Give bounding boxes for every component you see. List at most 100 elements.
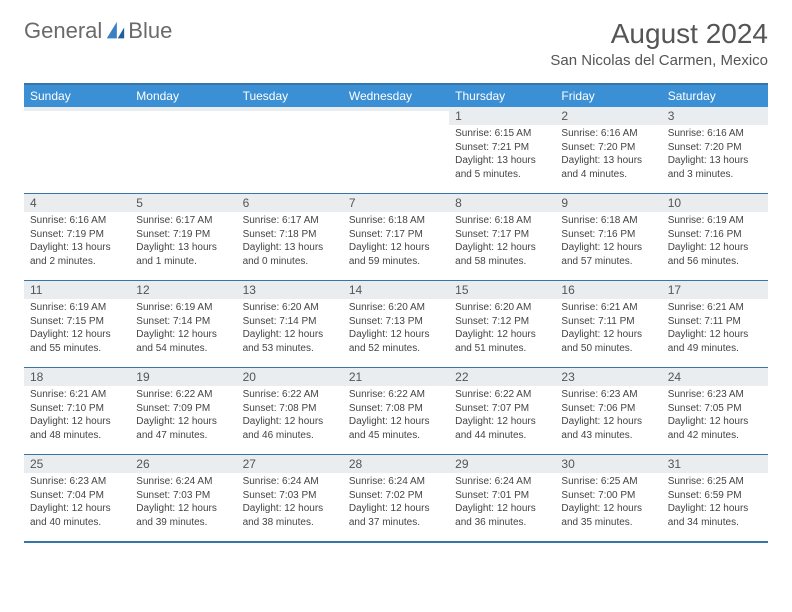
day-cell: 26Sunrise: 6:24 AMSunset: 7:03 PMDayligh… [130, 455, 236, 541]
daylight-text: Daylight: 12 hours and 54 minutes. [136, 328, 230, 355]
day-data: Sunrise: 6:20 AMSunset: 7:14 PMDaylight:… [237, 299, 343, 359]
sunrise-text: Sunrise: 6:18 AM [561, 214, 655, 228]
sunrise-text: Sunrise: 6:20 AM [455, 301, 549, 315]
daylight-text: Daylight: 12 hours and 39 minutes. [136, 502, 230, 529]
sunset-text: Sunset: 7:11 PM [561, 315, 655, 329]
sunset-text: Sunset: 7:08 PM [243, 402, 337, 416]
sunset-text: Sunset: 7:20 PM [561, 141, 655, 155]
day-data [130, 111, 236, 117]
brand-word2: Blue [128, 18, 172, 44]
day-data: Sunrise: 6:22 AMSunset: 7:09 PMDaylight:… [130, 386, 236, 446]
week-row: 11Sunrise: 6:19 AMSunset: 7:15 PMDayligh… [24, 280, 768, 367]
daylight-text: Daylight: 12 hours and 34 minutes. [668, 502, 762, 529]
day-number: 7 [343, 194, 449, 212]
day-data: Sunrise: 6:15 AMSunset: 7:21 PMDaylight:… [449, 125, 555, 185]
day-data: Sunrise: 6:21 AMSunset: 7:11 PMDaylight:… [662, 299, 768, 359]
sunrise-text: Sunrise: 6:20 AM [349, 301, 443, 315]
sunrise-text: Sunrise: 6:19 AM [136, 301, 230, 315]
sunrise-text: Sunrise: 6:24 AM [243, 475, 337, 489]
sunrise-text: Sunrise: 6:16 AM [668, 127, 762, 141]
daylight-text: Daylight: 12 hours and 49 minutes. [668, 328, 762, 355]
daylight-text: Daylight: 12 hours and 35 minutes. [561, 502, 655, 529]
day-cell [237, 107, 343, 193]
sunrise-text: Sunrise: 6:18 AM [349, 214, 443, 228]
week-row: 1Sunrise: 6:15 AMSunset: 7:21 PMDaylight… [24, 107, 768, 193]
day-cell: 11Sunrise: 6:19 AMSunset: 7:15 PMDayligh… [24, 281, 130, 367]
day-data: Sunrise: 6:21 AMSunset: 7:10 PMDaylight:… [24, 386, 130, 446]
sunrise-text: Sunrise: 6:20 AM [243, 301, 337, 315]
sunset-text: Sunset: 7:07 PM [455, 402, 549, 416]
day-cell: 20Sunrise: 6:22 AMSunset: 7:08 PMDayligh… [237, 368, 343, 454]
sunrise-text: Sunrise: 6:25 AM [561, 475, 655, 489]
day-cell: 15Sunrise: 6:20 AMSunset: 7:12 PMDayligh… [449, 281, 555, 367]
day-data: Sunrise: 6:22 AMSunset: 7:08 PMDaylight:… [343, 386, 449, 446]
day-cell: 19Sunrise: 6:22 AMSunset: 7:09 PMDayligh… [130, 368, 236, 454]
sunset-text: Sunset: 7:19 PM [30, 228, 124, 242]
brand-logo: General Blue [24, 18, 172, 44]
day-data: Sunrise: 6:17 AMSunset: 7:18 PMDaylight:… [237, 212, 343, 272]
sunrise-text: Sunrise: 6:23 AM [30, 475, 124, 489]
day-cell [130, 107, 236, 193]
daylight-text: Daylight: 12 hours and 44 minutes. [455, 415, 549, 442]
day-data: Sunrise: 6:22 AMSunset: 7:07 PMDaylight:… [449, 386, 555, 446]
sunrise-text: Sunrise: 6:16 AM [30, 214, 124, 228]
sunrise-text: Sunrise: 6:21 AM [668, 301, 762, 315]
day-cell: 13Sunrise: 6:20 AMSunset: 7:14 PMDayligh… [237, 281, 343, 367]
title-block: August 2024 San Nicolas del Carmen, Mexi… [550, 18, 768, 69]
sunrise-text: Sunrise: 6:19 AM [668, 214, 762, 228]
sunset-text: Sunset: 7:18 PM [243, 228, 337, 242]
weekday-header: Sunday Monday Tuesday Wednesday Thursday… [24, 85, 768, 107]
day-data: Sunrise: 6:16 AMSunset: 7:19 PMDaylight:… [24, 212, 130, 272]
sunset-text: Sunset: 7:01 PM [455, 489, 549, 503]
day-data [237, 111, 343, 117]
daylight-text: Daylight: 12 hours and 53 minutes. [243, 328, 337, 355]
calendar-page: General Blue August 2024 San Nicolas del… [0, 0, 792, 561]
day-cell: 29Sunrise: 6:24 AMSunset: 7:01 PMDayligh… [449, 455, 555, 541]
day-number: 10 [662, 194, 768, 212]
sunrise-text: Sunrise: 6:22 AM [455, 388, 549, 402]
day-number: 16 [555, 281, 661, 299]
sunrise-text: Sunrise: 6:22 AM [349, 388, 443, 402]
sunset-text: Sunset: 7:20 PM [668, 141, 762, 155]
day-number: 28 [343, 455, 449, 473]
day-data: Sunrise: 6:23 AMSunset: 7:05 PMDaylight:… [662, 386, 768, 446]
week-row: 4Sunrise: 6:16 AMSunset: 7:19 PMDaylight… [24, 193, 768, 280]
day-data: Sunrise: 6:18 AMSunset: 7:16 PMDaylight:… [555, 212, 661, 272]
sunset-text: Sunset: 7:12 PM [455, 315, 549, 329]
month-title: August 2024 [550, 18, 768, 50]
sunset-text: Sunset: 7:03 PM [136, 489, 230, 503]
sunset-text: Sunset: 7:04 PM [30, 489, 124, 503]
day-number: 22 [449, 368, 555, 386]
day-cell: 31Sunrise: 6:25 AMSunset: 6:59 PMDayligh… [662, 455, 768, 541]
sunset-text: Sunset: 7:15 PM [30, 315, 124, 329]
day-number: 1 [449, 107, 555, 125]
day-number: 5 [130, 194, 236, 212]
daylight-text: Daylight: 13 hours and 3 minutes. [668, 154, 762, 181]
day-cell: 9Sunrise: 6:18 AMSunset: 7:16 PMDaylight… [555, 194, 661, 280]
sunrise-text: Sunrise: 6:23 AM [668, 388, 762, 402]
sunrise-text: Sunrise: 6:24 AM [349, 475, 443, 489]
week-row: 18Sunrise: 6:21 AMSunset: 7:10 PMDayligh… [24, 367, 768, 454]
sunset-text: Sunset: 7:09 PM [136, 402, 230, 416]
day-number: 27 [237, 455, 343, 473]
sunrise-text: Sunrise: 6:21 AM [561, 301, 655, 315]
weeks-container: 1Sunrise: 6:15 AMSunset: 7:21 PMDaylight… [24, 107, 768, 541]
sunrise-text: Sunrise: 6:23 AM [561, 388, 655, 402]
sunrise-text: Sunrise: 6:25 AM [668, 475, 762, 489]
day-data [24, 111, 130, 117]
sunrise-text: Sunrise: 6:15 AM [455, 127, 549, 141]
sunset-text: Sunset: 7:17 PM [455, 228, 549, 242]
sunrise-text: Sunrise: 6:24 AM [455, 475, 549, 489]
sunrise-text: Sunrise: 6:22 AM [243, 388, 337, 402]
day-number: 21 [343, 368, 449, 386]
sunrise-text: Sunrise: 6:16 AM [561, 127, 655, 141]
day-number: 9 [555, 194, 661, 212]
daylight-text: Daylight: 13 hours and 2 minutes. [30, 241, 124, 268]
daylight-text: Daylight: 12 hours and 46 minutes. [243, 415, 337, 442]
day-cell: 16Sunrise: 6:21 AMSunset: 7:11 PMDayligh… [555, 281, 661, 367]
daylight-text: Daylight: 12 hours and 43 minutes. [561, 415, 655, 442]
day-number: 14 [343, 281, 449, 299]
day-cell: 3Sunrise: 6:16 AMSunset: 7:20 PMDaylight… [662, 107, 768, 193]
daylight-text: Daylight: 12 hours and 51 minutes. [455, 328, 549, 355]
day-number: 23 [555, 368, 661, 386]
